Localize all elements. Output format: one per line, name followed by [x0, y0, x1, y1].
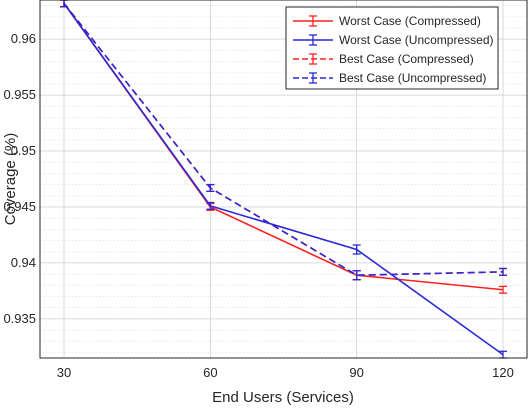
series-line	[63, 2, 504, 277]
x-tick-label: 90	[349, 365, 363, 380]
x-tick-label: 60	[203, 365, 217, 380]
y-tick-labels: 0.935 0.94 0.945 0.95 0.955 0.96	[3, 31, 36, 326]
legend-label: Best Case (Compressed)	[339, 52, 474, 66]
series-line	[63, 2, 504, 356]
legend: Worst Case (Compressed) Worst Case (Uncom…	[285, 6, 499, 90]
y-tick-label: 0.935	[3, 311, 36, 326]
y-tick-label: 0.945	[3, 199, 36, 214]
legend-entries: Worst Case (Compressed) Worst Case (Uncom…	[293, 14, 494, 85]
legend-label: Worst Case (Uncompressed)	[339, 33, 494, 47]
y-tick-label: 0.96	[11, 31, 36, 46]
legend-item: Best Case (Uncompressed)	[293, 71, 486, 85]
x-axis-label: End Users (Services)	[212, 389, 354, 406]
legend-label: Best Case (Uncompressed)	[339, 71, 486, 85]
y-tick-label: 0.94	[11, 255, 36, 270]
plot-frame	[39, 0, 528, 359]
legend-label: Worst Case (Compressed)	[339, 14, 481, 28]
legend-item: Best Case (Compressed)	[293, 52, 474, 66]
x-tick-label: 120	[492, 365, 514, 380]
legend-item: Worst Case (Compressed)	[293, 14, 481, 28]
y-axis-label: Coverage (%)	[2, 133, 19, 226]
y-tick-label: 0.95	[11, 143, 36, 158]
x-tick-labels: 30 60 90 120	[57, 365, 514, 380]
legend-item: Worst Case (Uncompressed)	[293, 33, 494, 47]
x-tick-label: 30	[57, 365, 71, 380]
y-tick-label: 0.955	[3, 87, 36, 102]
